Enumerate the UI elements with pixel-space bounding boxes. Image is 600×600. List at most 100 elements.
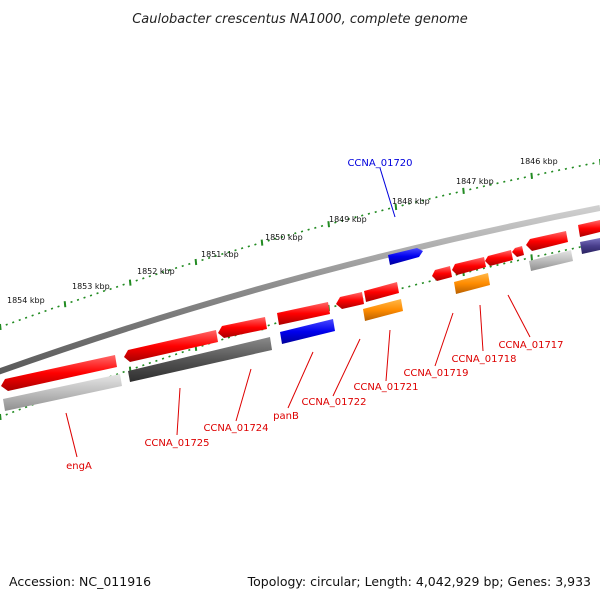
kbp-label-1846: 1846 kbp [520, 157, 558, 166]
minor-tick [571, 247, 575, 250]
gene-label-ccna-01722[interactable]: CCNA_01722 [301, 397, 366, 408]
gene-feature-red-4[interactable] [277, 302, 330, 325]
kbp-label-1849: 1849 kbp [329, 215, 367, 224]
leader-line-ccna-01718 [479, 304, 484, 352]
reverse-strand-features [1, 220, 600, 391]
kbp-label-1850: 1850 kbp [265, 233, 303, 242]
minor-tick [234, 249, 237, 252]
gene-label-ccna-01724[interactable]: CCNA_01724 [203, 423, 268, 434]
gene-feature-light-1[interactable] [3, 374, 122, 411]
kbp-label-1854: 1854 kbp [7, 296, 45, 305]
minor-tick [96, 292, 99, 295]
gene-feature-red-5[interactable] [336, 292, 364, 309]
gene-label-ccna-01718[interactable]: CCNA_01718 [451, 354, 516, 365]
leader-line-ccna-01721 [385, 329, 391, 382]
minor-tick [550, 251, 554, 255]
gene-label-panb[interactable]: panB [273, 411, 299, 422]
gene-feature-red-2[interactable] [124, 330, 218, 362]
gene-feature-red-10[interactable] [512, 246, 524, 257]
minor-tick [148, 275, 152, 278]
minor-tick [24, 406, 28, 409]
major-tick [462, 187, 465, 194]
minor-tick [221, 252, 224, 256]
gene-label-ccna-01725[interactable]: CCNA_01725 [144, 438, 209, 449]
minor-tick [274, 322, 277, 325]
gene-label-ccna-01717[interactable]: CCNA_01717 [498, 340, 563, 351]
kbp-label-1852: 1852 kbp [137, 267, 175, 276]
gene-feature-ccna-01720[interactable] [388, 248, 423, 265]
genome-backbone [0, 205, 600, 375]
gene-feature-light-2[interactable] [529, 250, 573, 271]
gene-feature-red-3[interactable] [218, 317, 267, 338]
gene-feature-purple-1[interactable] [580, 238, 600, 254]
minor-tick [148, 361, 152, 365]
leader-line-panb [287, 351, 314, 409]
minor-tick [496, 263, 499, 267]
gene-label-enga[interactable]: engA [66, 461, 92, 472]
minor-tick [537, 173, 540, 176]
gene-label-ccna-01720[interactable]: CCNA_01720 [347, 158, 412, 169]
minor-tick [89, 294, 93, 297]
leader-line-ccna-01717 [507, 294, 531, 338]
gene-feature-red-12[interactable] [578, 220, 600, 237]
minor-tick [557, 250, 561, 253]
major-tick [260, 239, 264, 246]
gene-feature-panb[interactable] [280, 319, 335, 344]
minor-tick [307, 228, 310, 231]
gene-feature-red-9[interactable] [485, 250, 513, 266]
minor-tick [421, 199, 425, 202]
minor-tick [168, 268, 171, 272]
minor-tick [367, 212, 371, 215]
minor-tick [44, 309, 47, 313]
gene-feature-red-1[interactable] [1, 355, 117, 391]
minor-tick [428, 280, 431, 283]
minor-tick [181, 264, 184, 268]
minor-tick [571, 166, 575, 169]
minor-tick [135, 279, 138, 282]
gene-feature-orange-2[interactable] [454, 273, 490, 294]
leader-line-ccna-01719 [434, 312, 454, 367]
minor-tick [320, 224, 324, 228]
reverse-leader-lines [65, 294, 531, 458]
gene-label-ccna-01721[interactable]: CCNA_01721 [353, 382, 418, 393]
minor-tick [421, 281, 425, 285]
minor-tick [314, 226, 317, 229]
major-tick [394, 203, 398, 211]
major-tick [0, 323, 2, 331]
minor-tick [448, 192, 452, 196]
minor-tick [18, 318, 21, 322]
major-tick [128, 279, 132, 286]
minor-tick [544, 171, 547, 175]
gene-feature-red-7[interactable] [432, 266, 452, 281]
minor-tick [578, 164, 581, 168]
gene-feature-dark-1[interactable] [128, 337, 272, 382]
minor-tick [482, 185, 486, 188]
minor-tick [374, 210, 377, 214]
minor-tick [585, 163, 588, 166]
gene-feature-red-11[interactable] [526, 231, 568, 251]
minor-tick [267, 239, 270, 242]
reverse-gene-labels: CCNA_01717 CCNA_01718 CCNA_01719 CCNA_01… [66, 340, 563, 472]
gene-feature-orange-1[interactable] [363, 299, 403, 321]
minor-tick [408, 285, 411, 288]
minor-tick [496, 182, 499, 185]
minor-tick [274, 237, 277, 240]
gene-feature-red-8[interactable] [452, 257, 486, 275]
minor-tick [174, 353, 178, 356]
gene-label-ccna-01719[interactable]: CCNA_01719 [403, 368, 468, 379]
minor-tick [564, 248, 568, 252]
minor-tick [523, 176, 527, 179]
minor-tick [161, 357, 165, 360]
gene-feature-red-6[interactable] [364, 282, 399, 302]
minor-tick [435, 196, 438, 199]
minor-tick [188, 262, 191, 266]
minor-tick [161, 271, 165, 274]
minor-tick [174, 266, 178, 270]
minor-tick [441, 194, 445, 197]
minor-tick [469, 188, 472, 191]
minor-tick [482, 267, 486, 270]
minor-tick [414, 200, 418, 204]
minor-tick [214, 254, 217, 258]
minor-tick [83, 296, 86, 299]
